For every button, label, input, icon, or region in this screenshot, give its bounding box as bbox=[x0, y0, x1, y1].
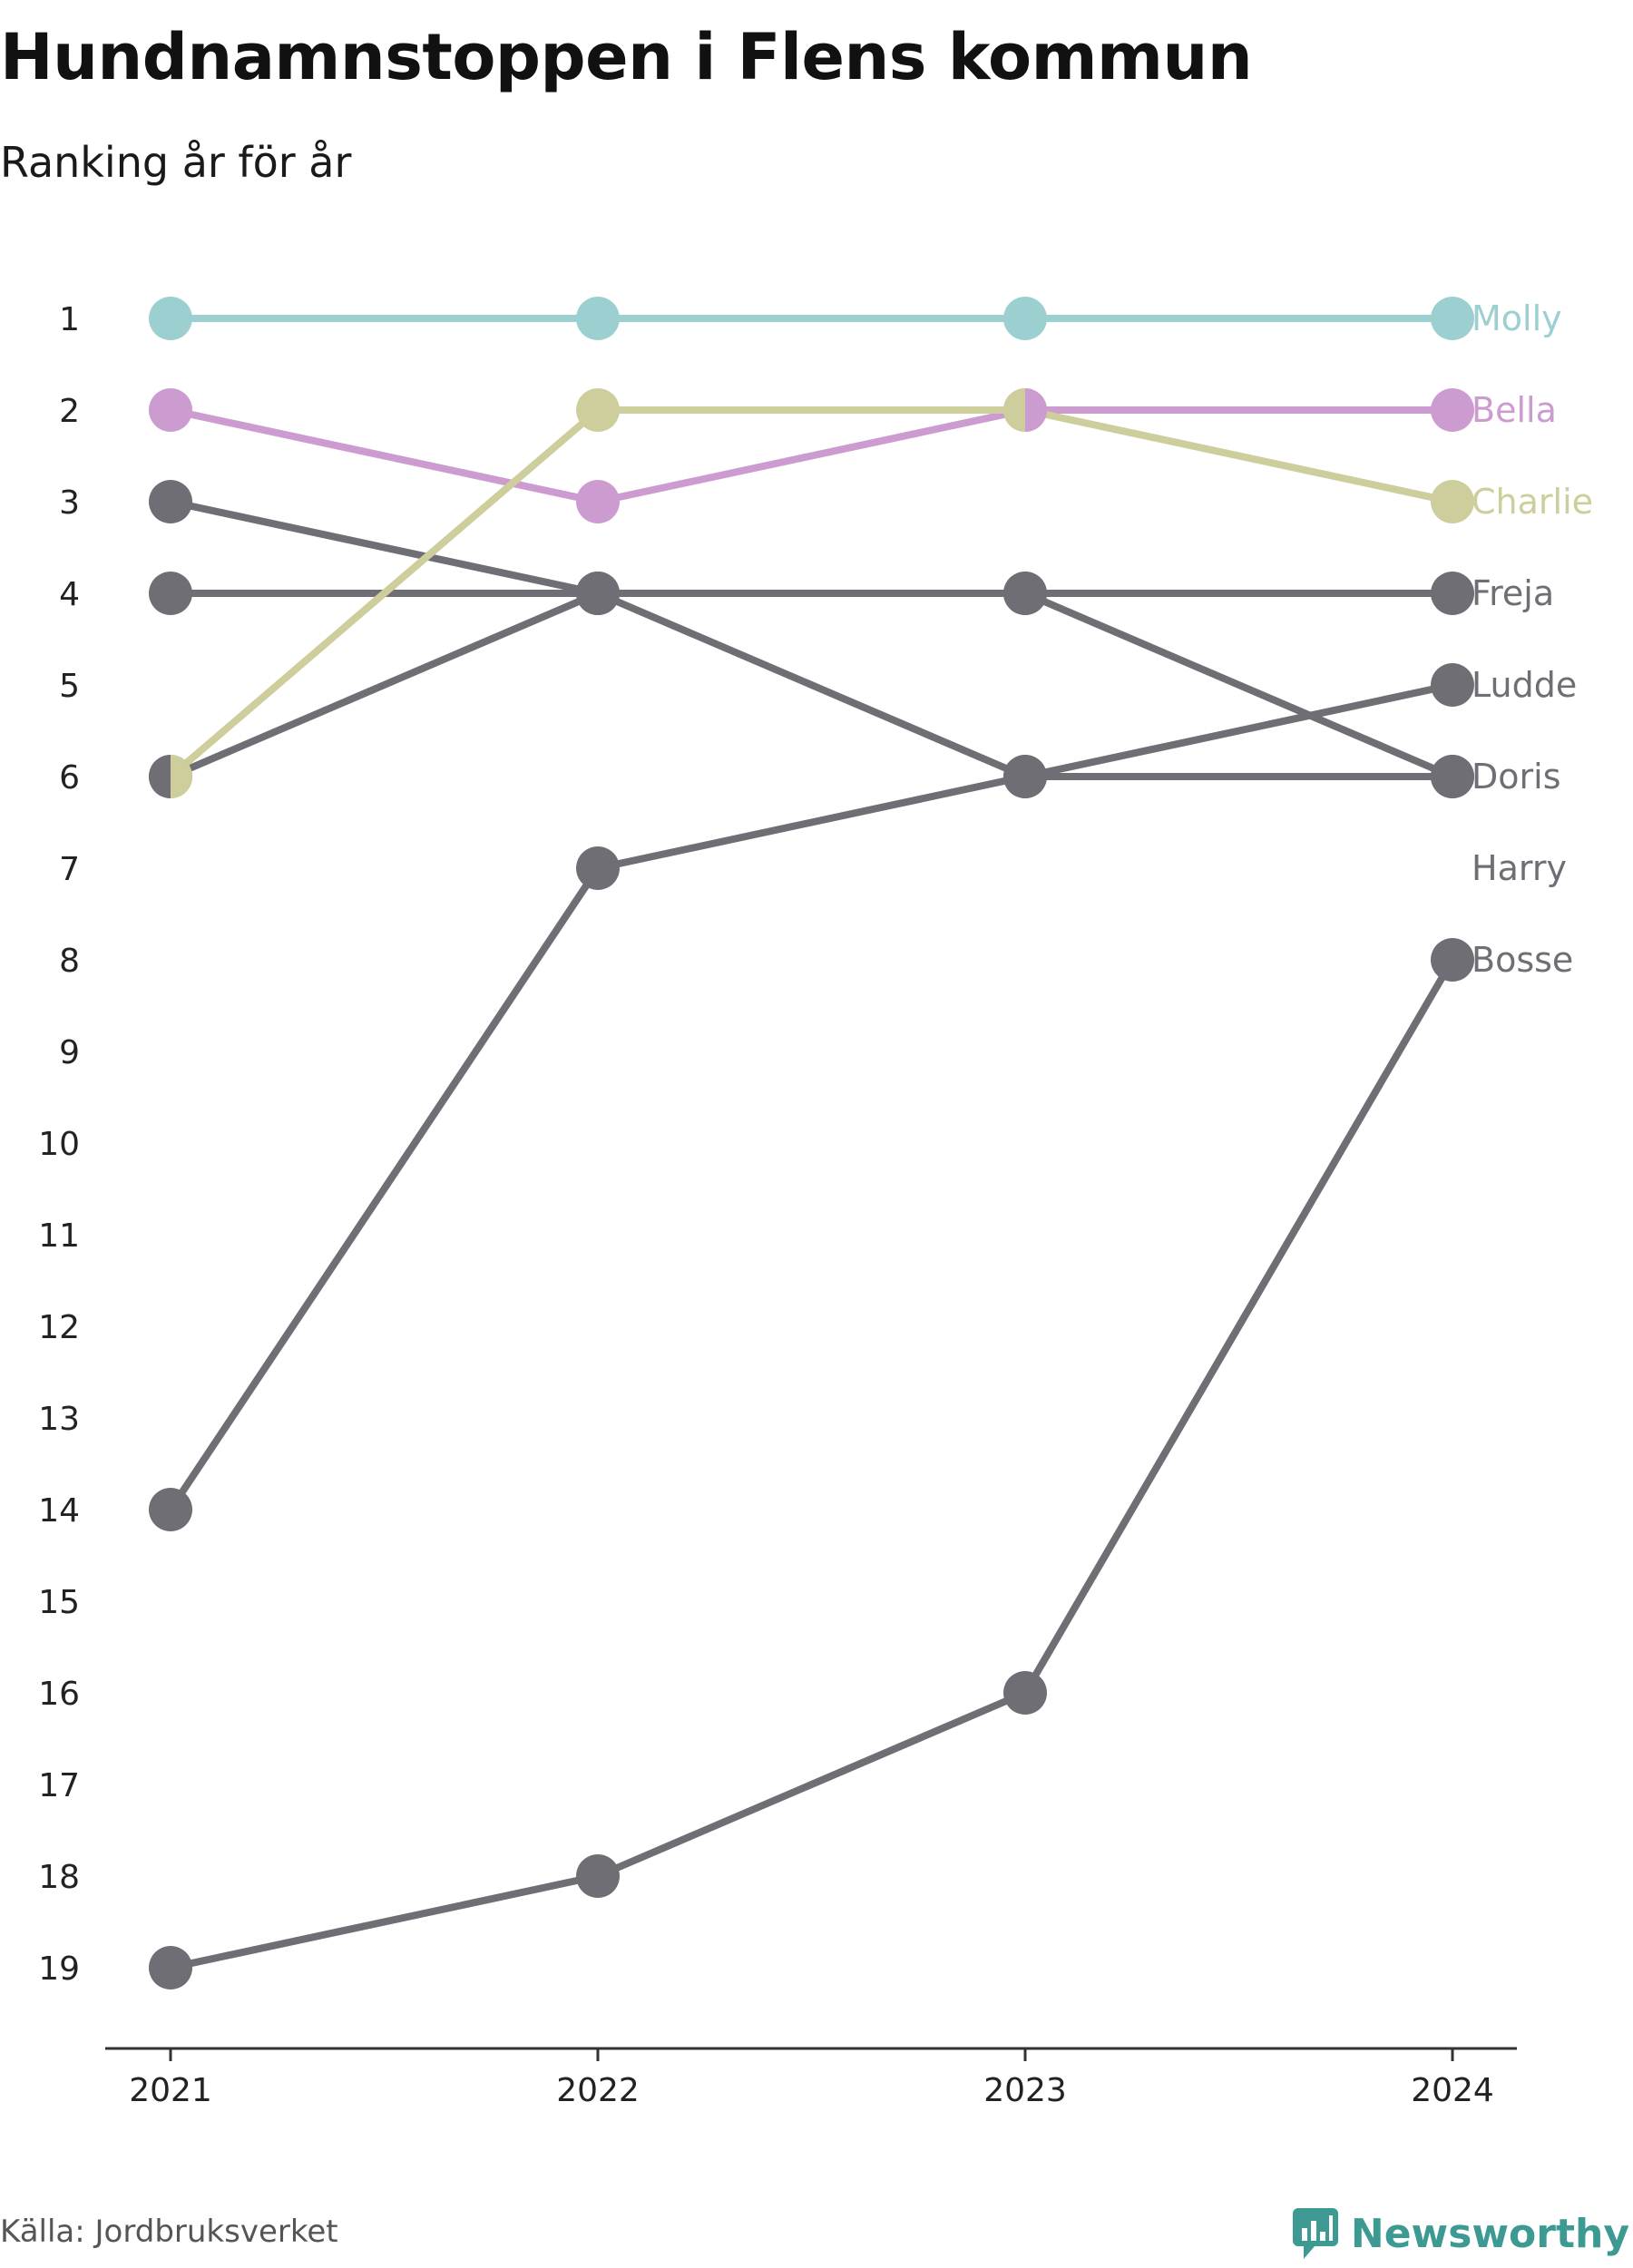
point-molly-2022 bbox=[576, 297, 620, 340]
point-ludde-2021 bbox=[149, 1488, 192, 1531]
point-half-right-bella-charlie-2023 bbox=[1025, 388, 1047, 432]
x-tick-label-2024: 2024 bbox=[1411, 2072, 1494, 2109]
y-tick-label-1: 1 bbox=[59, 301, 80, 338]
point-bella-2021 bbox=[149, 388, 192, 432]
y-tick-label-18: 18 bbox=[38, 1859, 80, 1896]
newsworthy-logo-icon bbox=[1292, 2208, 1338, 2259]
x-tick-label-2022: 2022 bbox=[556, 2072, 640, 2109]
series-label-doris: Doris bbox=[1472, 757, 1561, 797]
x-tick-label-2023: 2023 bbox=[983, 2072, 1067, 2109]
series-label-ludde: Ludde bbox=[1472, 665, 1577, 705]
point-bosse-2022 bbox=[576, 1854, 620, 1898]
chart-title: Hundnamnstoppen i Flens kommun bbox=[0, 20, 1253, 94]
y-tick-label-14: 14 bbox=[38, 1492, 80, 1530]
series-line-ludde bbox=[167, 681, 1456, 1513]
x-tick-label-2021: 2021 bbox=[129, 2072, 212, 2109]
point-molly-2023 bbox=[1003, 297, 1047, 340]
point-bosse-2021 bbox=[149, 1946, 192, 1989]
point-ludde-2024 bbox=[1431, 663, 1474, 707]
series-label-bella: Bella bbox=[1472, 390, 1557, 430]
brand-logo[interactable]: Newsworthy bbox=[1291, 2206, 1629, 2261]
point-half-left-bella-charlie-2023 bbox=[1003, 388, 1025, 432]
point-molly-2021 bbox=[149, 297, 192, 340]
point-harry-2024 bbox=[1431, 755, 1474, 798]
point-bosse-2023 bbox=[1003, 1671, 1047, 1715]
y-tick-label-3: 3 bbox=[59, 484, 80, 522]
y-tick-label-13: 13 bbox=[38, 1401, 80, 1438]
series-line-charlie bbox=[167, 406, 1456, 780]
series-line-harry bbox=[167, 590, 1456, 780]
series-line-doris bbox=[167, 498, 1456, 780]
point-doris-2023 bbox=[1003, 755, 1047, 798]
point-doris-2021 bbox=[149, 480, 192, 523]
y-tick-label-19: 19 bbox=[38, 1950, 80, 1988]
y-tick-label-4: 4 bbox=[59, 576, 80, 613]
point-freja-2024 bbox=[1431, 572, 1474, 615]
point-harry-2023 bbox=[1003, 572, 1047, 615]
source-note: Källa: Jordbruksverket bbox=[0, 2214, 338, 2250]
series-label-molly: Molly bbox=[1472, 298, 1562, 338]
y-tick-label-7: 7 bbox=[59, 851, 80, 888]
y-tick-label-9: 9 bbox=[59, 1034, 80, 1071]
y-tick-label-8: 8 bbox=[59, 943, 80, 980]
point-bella-2022 bbox=[576, 480, 620, 523]
point-harry-2022 bbox=[576, 572, 620, 615]
brand-name: Newsworthy bbox=[1350, 2210, 1629, 2257]
y-tick-label-6: 6 bbox=[59, 759, 80, 797]
chart-subtitle: Ranking år för år bbox=[0, 138, 352, 187]
y-tick-label-5: 5 bbox=[59, 668, 80, 705]
series-label-harry: Harry bbox=[1472, 848, 1567, 888]
series-line-bella bbox=[167, 406, 1456, 505]
point-bella-2024 bbox=[1431, 388, 1474, 432]
point-ludde-2022 bbox=[576, 846, 620, 890]
point-charlie-2022 bbox=[576, 388, 620, 432]
y-tick-label-12: 12 bbox=[38, 1309, 80, 1346]
point-molly-2024 bbox=[1431, 297, 1474, 340]
y-tick-label-16: 16 bbox=[38, 1676, 80, 1713]
series-label-bosse: Bosse bbox=[1472, 940, 1573, 980]
point-freja-2021 bbox=[149, 572, 192, 615]
series-label-charlie: Charlie bbox=[1472, 482, 1593, 522]
y-tick-label-15: 15 bbox=[38, 1584, 80, 1621]
point-charlie-2024 bbox=[1431, 480, 1474, 523]
y-tick-label-17: 17 bbox=[38, 1767, 80, 1804]
point-half-left-charlie-harry-2021 bbox=[149, 755, 171, 798]
point-bosse-2024 bbox=[1431, 938, 1474, 982]
y-tick-label-10: 10 bbox=[38, 1126, 80, 1163]
y-tick-label-2: 2 bbox=[59, 393, 80, 430]
series-line-bosse bbox=[167, 956, 1456, 1971]
y-tick-label-11: 11 bbox=[38, 1217, 80, 1255]
point-half-right-charlie-harry-2021 bbox=[171, 755, 192, 798]
series-label-freja: Freja bbox=[1472, 573, 1554, 613]
